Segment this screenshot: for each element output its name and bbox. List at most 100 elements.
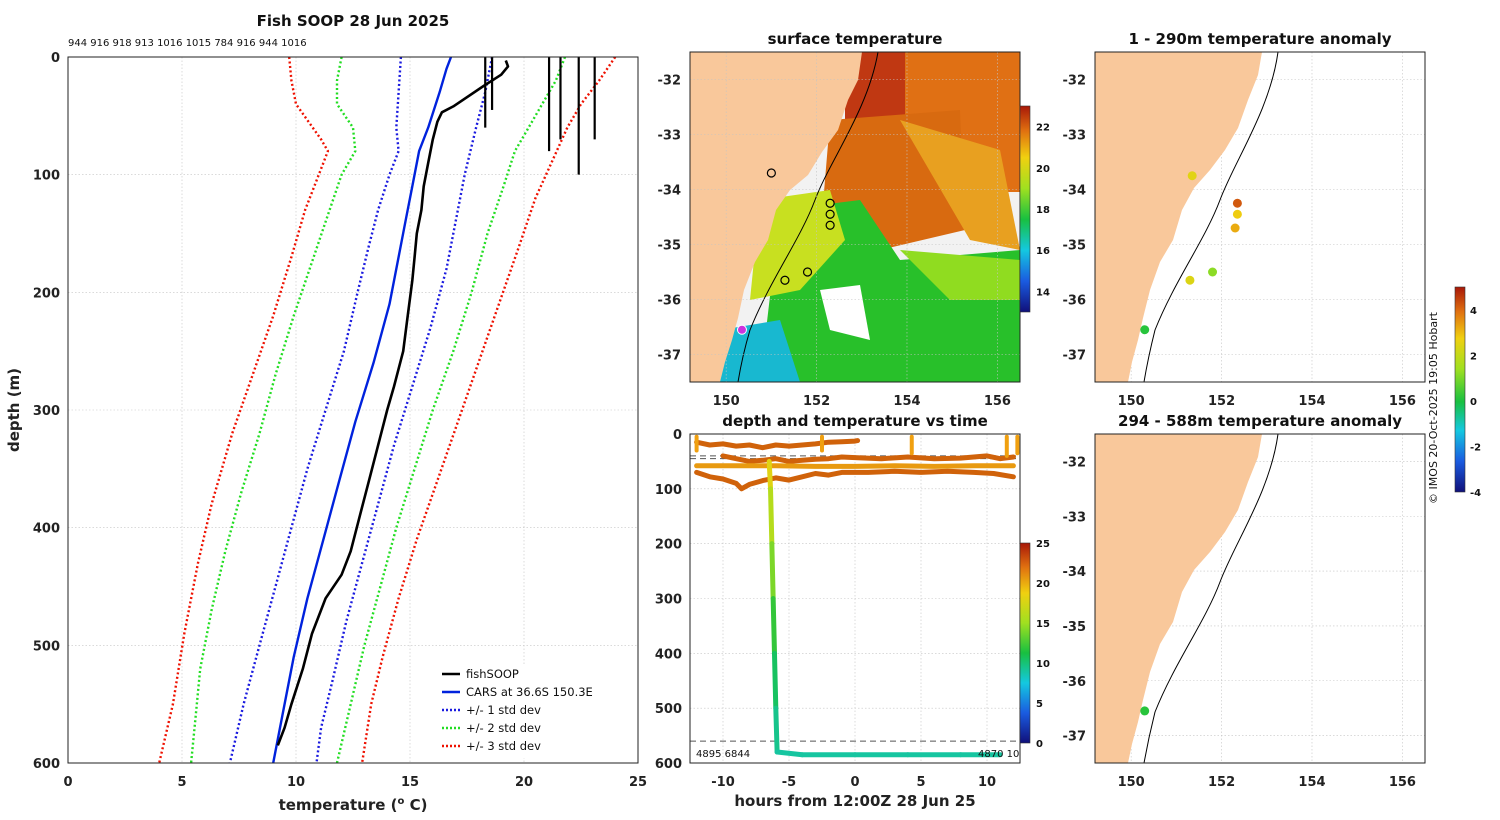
profile-series [158, 57, 617, 763]
anomaly-shallow-frame [1094, 51, 1426, 383]
anomaly-shallow-ytick-label: -35 [1063, 239, 1087, 254]
sst-station-marker [802, 267, 813, 277]
profile-frame [67, 56, 639, 764]
timeseries-colorbar-tick-label: 20 [1036, 579, 1050, 590]
anomaly-shallow-xtick-label: 150 [1118, 394, 1145, 409]
profile-ytick-label: 600 [33, 757, 60, 772]
timeseries-xtick-label: 10 [978, 775, 996, 790]
timeseries-track [694, 463, 1016, 469]
sst-xtick-label: 150 [713, 394, 740, 409]
profile-xtick-label: 20 [515, 775, 533, 790]
anomaly-colorbar [1454, 286, 1466, 493]
anomaly-deep-contour [1143, 434, 1279, 763]
profile-cast-ids: 944 916 918 913 1016 1015 784 916 944 10… [68, 38, 307, 49]
anomaly-shallow-map [1095, 52, 1425, 382]
timeseries-ytick-label: 100 [655, 483, 682, 498]
sst-panel: surface temperature 150 152 154 156 -32 -33 -3… [658, 30, 1050, 409]
anomaly-shallow-point [1208, 267, 1218, 277]
timeseries-cast-segment [773, 705, 780, 755]
profile-ylabel: depth (m) [5, 368, 23, 452]
anomaly-shallow-land [1095, 52, 1262, 382]
sst-colorbar-tick-label: 22 [1036, 123, 1050, 134]
sst-ytick-label: -34 [658, 184, 682, 199]
sst-vessel-marker [736, 324, 747, 335]
profile-line-cars-mean [272, 57, 453, 763]
timeseries-colorbar-tick-label: 25 [1036, 539, 1050, 550]
anomaly-colorbar-tick-label: 4 [1470, 306, 1477, 317]
sst-map [690, 52, 1020, 382]
profile-line--3-std [360, 57, 617, 763]
sst-xtick-label: 154 [893, 394, 920, 409]
anomaly-deep-map [1095, 434, 1425, 763]
sst-shelf-contour [737, 52, 879, 382]
anomaly-shallow-point [1230, 223, 1240, 233]
sst-mid-patch [900, 250, 1020, 300]
anomaly-colorbar-tick-label: 2 [1470, 351, 1477, 362]
timeseries-ytick-label: 0 [673, 428, 682, 443]
profile-grid [67, 56, 639, 764]
anomaly-shallow-contour [1143, 52, 1279, 382]
sst-ytick-label: -33 [658, 129, 682, 144]
profile-line--1-std [228, 57, 403, 763]
timeseries-ytick-label: 400 [655, 647, 682, 662]
profile-ticks: 0 5 10 15 20 25 0 100 200 300 400 500 600 [33, 51, 647, 790]
profile-xtick-label: 15 [401, 775, 419, 790]
timeseries-track [694, 438, 861, 451]
timeseries-cast-segment [766, 458, 774, 492]
sst-colorbar-ticks: 22 20 18 16 14 [1036, 123, 1050, 299]
timeseries-track [694, 468, 1016, 492]
timeseries-colorbar [1019, 542, 1031, 744]
anomaly-deep-xtick-label: 150 [1118, 775, 1145, 790]
timeseries-series [690, 434, 1020, 758]
legend-label-fishsoop: fishSOOP [466, 667, 519, 681]
timeseries-cast-segment [770, 596, 777, 656]
profile-ytick-label: 400 [33, 522, 60, 537]
timeseries-cast-segment [769, 541, 776, 601]
sst-cloud-gap [820, 285, 870, 340]
profile-xtick-label: 10 [287, 775, 305, 790]
anomaly-shallow-ytick-label: -36 [1063, 294, 1087, 309]
profile-panel: Fish SOOP 28 Jun 2025 944 916 918 913 10… [5, 12, 647, 814]
anomaly-colorbar-tick-label: -2 [1470, 442, 1481, 453]
timeseries-colorbar-ticks: 25 20 15 10 5 0 [1036, 539, 1050, 750]
sst-xtick-label: 156 [984, 394, 1011, 409]
profile-line-fishsoop [276, 60, 510, 746]
anomaly-shallow-xtick-label: 156 [1389, 394, 1416, 409]
profile-line--3-std [158, 57, 330, 763]
sst-colorbar-tick-label: 18 [1036, 205, 1050, 216]
timeseries-ytick-label: 600 [655, 757, 682, 772]
sst-ytick-label: -35 [658, 239, 682, 254]
anomaly-deep-ytick-label: -34 [1063, 565, 1087, 580]
timeseries-xtick-label: -5 [782, 775, 796, 790]
anomaly-colorbar-tick-label: 0 [1470, 397, 1477, 408]
profile-legend: fishSOOP CARS at 36.6S 150.3E +/- 1 std … [436, 664, 632, 758]
timeseries-ytick-label: 500 [655, 702, 682, 717]
anomaly-deep-panel: 294 - 588m temperature anomaly 150 152 154… [1063, 286, 1481, 790]
credit-text: © IMOS 20-Oct-2025 19:05 Hobart [1427, 311, 1440, 504]
profile-ytick-label: 0 [51, 51, 60, 66]
timeseries-colorbar-tick-label: 15 [1036, 619, 1050, 630]
sst-colorbar-tick-label: 16 [1036, 246, 1050, 257]
sst-grid [690, 52, 1020, 382]
timeseries-colorbar-tick-label: 0 [1036, 739, 1043, 750]
profile-title: Fish SOOP 28 Jun 2025 [257, 12, 450, 30]
profile-xtick-label: 25 [629, 775, 647, 790]
sst-station-marker [780, 275, 790, 285]
timeseries-xtick-label: -10 [711, 775, 735, 790]
anomaly-deep-ytick-label: -36 [1063, 675, 1087, 690]
anomaly-shallow-point [1232, 198, 1242, 208]
anomaly-colorbar-tick-label: -4 [1470, 488, 1481, 499]
anomaly-deep-ytick-label: -33 [1063, 510, 1087, 525]
profile-ytick-label: 500 [33, 639, 60, 654]
anomaly-deep-land [1095, 434, 1262, 763]
anomaly-deep-ytick-label: -32 [1063, 455, 1087, 470]
profile-line--1-std [315, 57, 494, 763]
anomaly-shallow-point [1232, 209, 1242, 219]
anomaly-colorbar-ticks: 4 2 0 -2 -4 [1470, 306, 1481, 499]
sst-ytick-label: -36 [658, 294, 682, 309]
sst-colorbar [1019, 105, 1031, 313]
timeseries-ytick-label: 200 [655, 538, 682, 553]
anomaly-shallow-point [1185, 275, 1195, 285]
sst-title: surface temperature [768, 30, 943, 48]
